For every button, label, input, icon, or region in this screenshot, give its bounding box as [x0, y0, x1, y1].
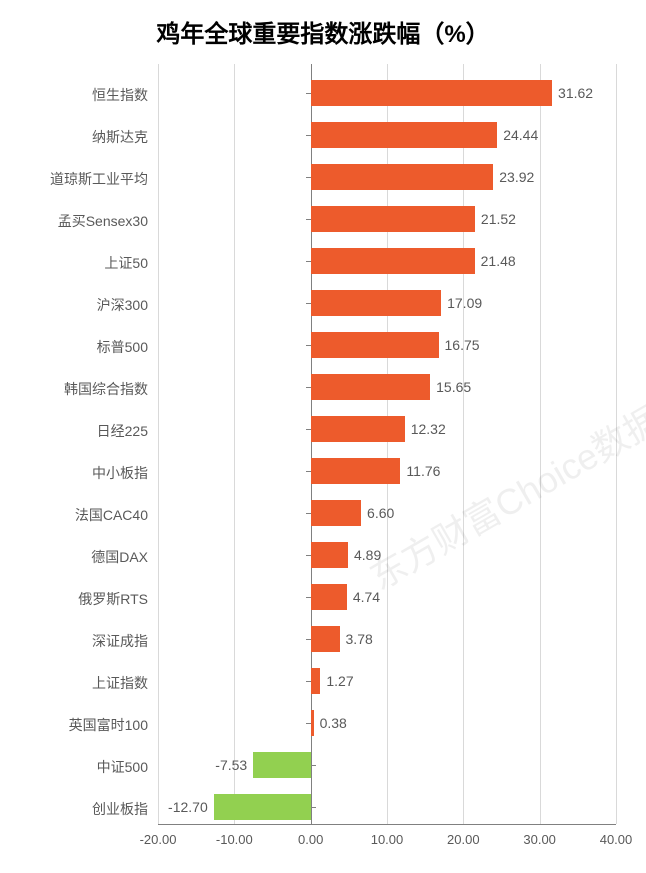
category-label: 深证成指: [92, 631, 148, 651]
category-label: 德国DAX: [91, 547, 148, 567]
bar: [214, 794, 311, 820]
plot-area: -20.00-10.000.0010.0020.0030.0040.00恒生指数…: [158, 64, 616, 824]
value-label: 21.52: [481, 211, 516, 227]
value-label: 11.76: [406, 463, 440, 479]
value-label: 6.60: [367, 505, 394, 521]
gridline: [234, 64, 235, 824]
bar: [311, 626, 340, 652]
value-label: 4.89: [354, 547, 381, 563]
value-label: 16.75: [445, 337, 480, 353]
x-tick-label: 10.00: [357, 832, 417, 847]
bar: [311, 500, 361, 526]
bar: [311, 584, 347, 610]
category-label: 孟买Sensex30: [58, 211, 148, 231]
gridline: [616, 64, 617, 824]
x-tick-label: 0.00: [281, 832, 341, 847]
category-label: 沪深300: [97, 295, 148, 315]
category-label: 道琼斯工业平均: [50, 169, 148, 189]
value-label: 4.74: [353, 589, 380, 605]
x-axis: [158, 824, 616, 825]
bar: [311, 290, 441, 316]
y-tick: [311, 807, 316, 808]
x-tick-label: 30.00: [510, 832, 570, 847]
category-label: 上证50: [104, 253, 148, 273]
bar: [311, 710, 314, 736]
chart-title: 鸡年全球重要指数涨跌幅（%）: [0, 14, 646, 49]
value-label: -12.70: [168, 799, 208, 815]
value-label: 23.92: [499, 169, 534, 185]
category-label: 中小板指: [92, 463, 148, 483]
bar: [311, 80, 552, 106]
value-label: 21.48: [481, 253, 516, 269]
x-tick-label: -20.00: [128, 832, 188, 847]
value-label: 15.65: [436, 379, 471, 395]
category-label: 恒生指数: [92, 85, 148, 105]
value-label: 0.38: [320, 715, 347, 731]
value-label: 12.32: [411, 421, 446, 437]
bar: [311, 458, 401, 484]
bar: [311, 668, 321, 694]
bar: [311, 332, 439, 358]
value-label: 1.27: [326, 673, 353, 689]
bar: [311, 164, 494, 190]
bar: [311, 542, 348, 568]
x-tick-label: 40.00: [586, 832, 646, 847]
category-label: 韩国综合指数: [64, 379, 148, 399]
bar: [311, 416, 405, 442]
bar: [253, 752, 310, 778]
category-label: 标普500: [97, 337, 148, 357]
value-label: 31.62: [558, 85, 593, 101]
gridline: [540, 64, 541, 824]
chart-container: 鸡年全球重要指数涨跌幅（%） -20.00-10.000.0010.0020.0…: [0, 0, 646, 873]
x-tick-label: -10.00: [204, 832, 264, 847]
bar: [311, 206, 475, 232]
gridline: [158, 64, 159, 824]
value-label: -7.53: [215, 757, 247, 773]
category-label: 中证500: [97, 757, 148, 777]
value-label: 17.09: [447, 295, 482, 311]
category-label: 英国富时100: [69, 715, 148, 735]
category-label: 上证指数: [92, 673, 148, 693]
value-label: 24.44: [503, 127, 538, 143]
bar: [311, 248, 475, 274]
category-label: 日经225: [97, 421, 148, 441]
category-label: 法国CAC40: [75, 505, 148, 525]
bar: [311, 374, 430, 400]
x-tick-label: 20.00: [433, 832, 493, 847]
bar: [311, 122, 498, 148]
category-label: 俄罗斯RTS: [78, 589, 148, 609]
category-label: 创业板指: [92, 799, 148, 819]
value-label: 3.78: [346, 631, 373, 647]
y-tick: [311, 765, 316, 766]
category-label: 纳斯达克: [92, 127, 148, 147]
